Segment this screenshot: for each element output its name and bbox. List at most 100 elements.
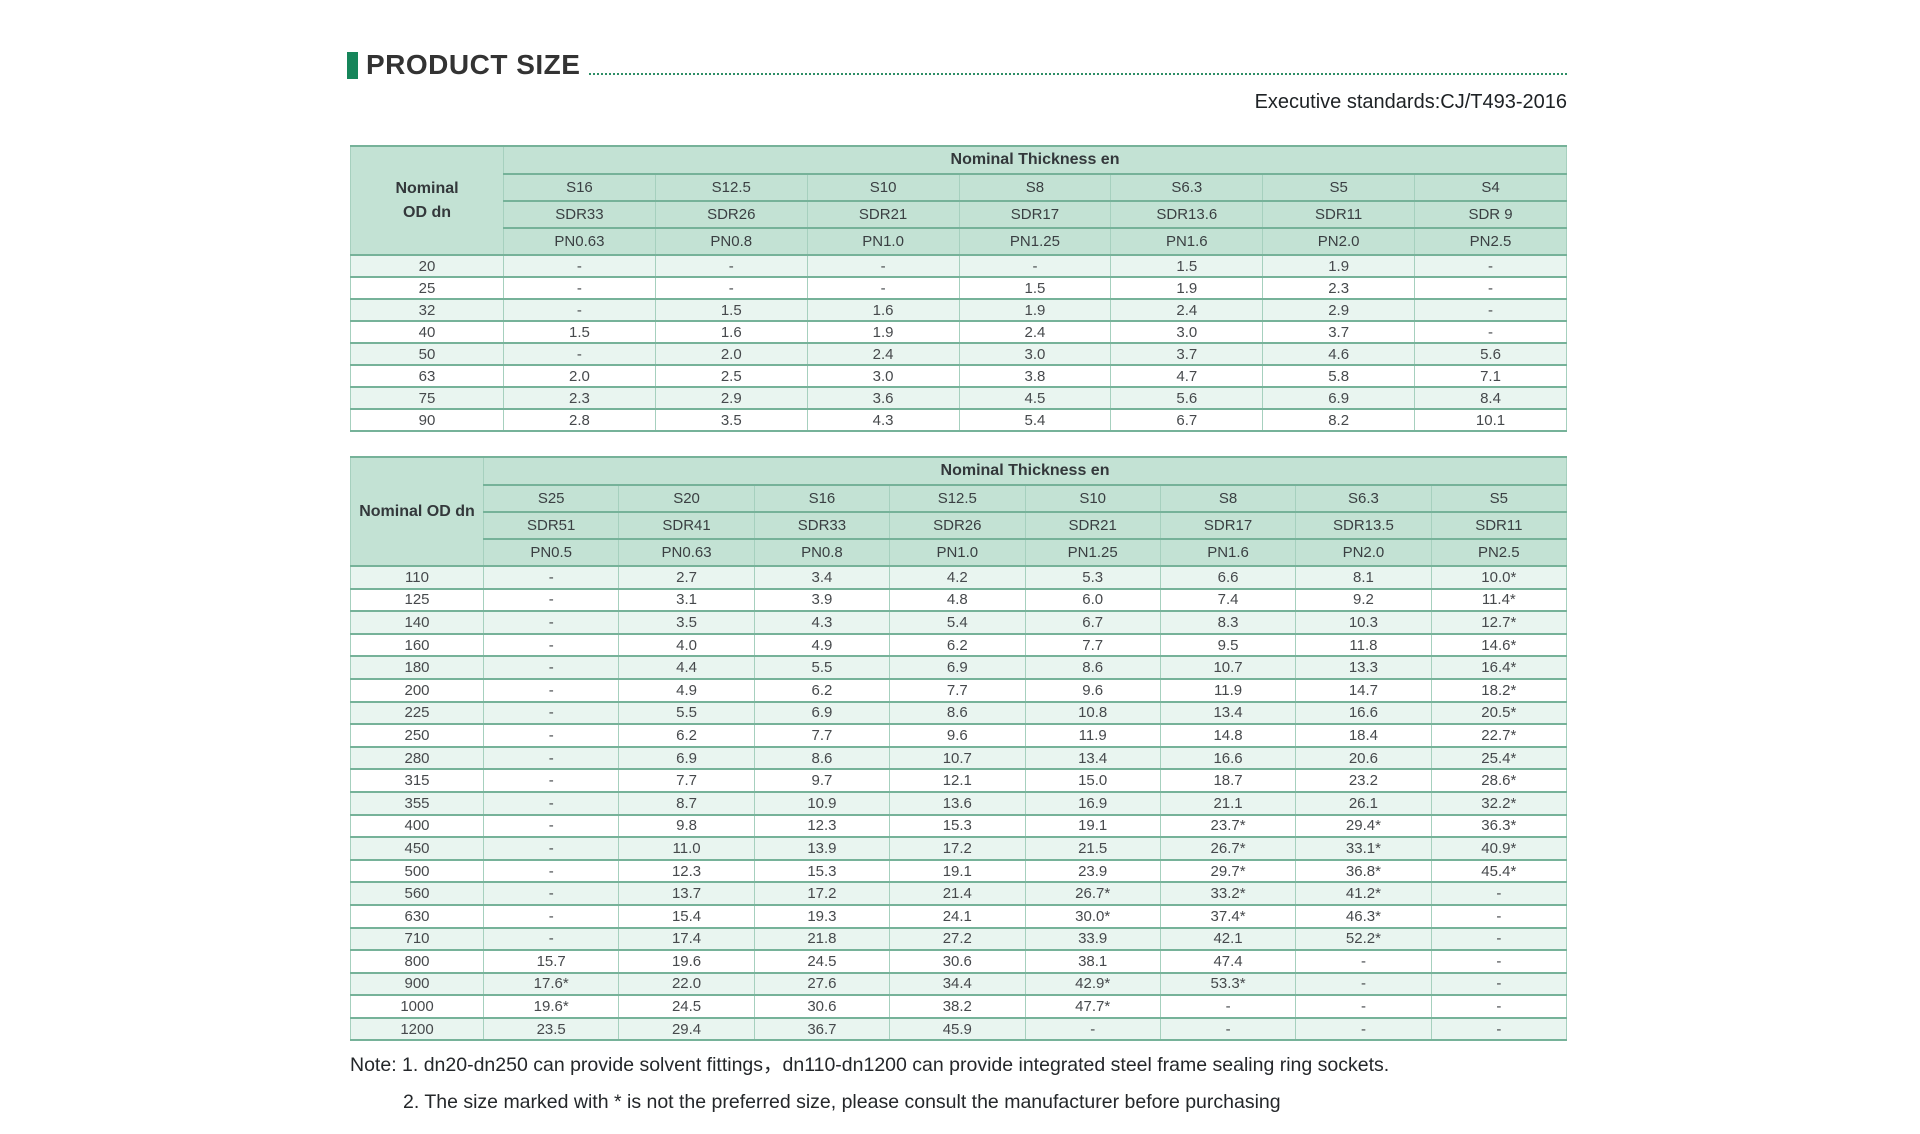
cell-value: 33.9 [1024, 926, 1161, 952]
col-header-pn: PN1.0 [806, 227, 960, 256]
cell-value: 24.1 [889, 903, 1026, 929]
cell-value: 2.3 [503, 386, 656, 410]
row-dn: 250 [350, 723, 484, 748]
table-row: 75 2.3 2.9 3.6 4.5 5.6 6.9 8.4 [350, 386, 1567, 410]
cell-value: - [806, 254, 960, 278]
table-row: 900 17.6* 22.0 27.6 34.4 42.9* 53.3* - - [350, 971, 1568, 997]
cell-value: - [482, 677, 620, 703]
notes: Note: 1. dn20-dn250 can provide solvent … [350, 1055, 1389, 1129]
cell-value: 3.8 [958, 364, 1112, 388]
cell-value: 52.2* [1295, 926, 1432, 952]
cell-value: - [503, 276, 656, 300]
cell-value: 23.9 [1024, 858, 1161, 884]
row-dn: 160 [350, 632, 484, 658]
row-dn: 1000 [350, 994, 484, 1019]
cell-value: 29.4* [1295, 813, 1432, 839]
cell-value: 6.2 [618, 723, 755, 748]
table-row: 90 2.8 3.5 4.3 5.4 6.7 8.2 10.1 [350, 408, 1567, 432]
cell-value: - [1414, 320, 1567, 344]
cell-value: 20.5* [1430, 700, 1568, 726]
cell-value: 36.7 [753, 1016, 891, 1042]
table-row: 110-2.7 3.4 4.2 5.3 6.6 8.1 10.0* [350, 565, 1568, 590]
cell-value: 4.3 [806, 408, 960, 432]
cell-value: 6.2 [753, 677, 891, 703]
cell-value: 45.9 [889, 1016, 1026, 1042]
cell-value: 7.7 [753, 723, 891, 748]
col-header-s: S16 [753, 484, 891, 513]
cell-value: 1.5 [1110, 254, 1264, 278]
cell-value: - [482, 813, 620, 839]
col-header-s: S20 [618, 484, 755, 513]
cell-value: - [1430, 903, 1568, 929]
cell-value: 4.9 [753, 632, 891, 658]
cell-value: - [1430, 949, 1568, 974]
cell-value: 24.5 [753, 949, 891, 974]
table-row: 1000 19.6* 24.5 30.6 38.2 47.7* - - - [350, 994, 1568, 1019]
cell-value: 3.0 [958, 342, 1112, 366]
col-header-sdr: SDR21 [1024, 511, 1161, 540]
row-dn: 90 [350, 408, 504, 432]
corner-label-line: Nominal [395, 180, 459, 198]
cell-value: 4.2 [889, 565, 1026, 590]
cell-value: 11.4* [1430, 587, 1568, 613]
col-header-s: S12.5 [654, 173, 808, 202]
cell-value: 5.4 [958, 408, 1112, 432]
cell-value: - [482, 768, 620, 793]
col-header-s: S10 [1024, 484, 1161, 513]
col-header-s: S5 [1262, 173, 1416, 202]
cell-value: 2.4 [806, 342, 960, 366]
cell-value: - [1295, 971, 1432, 997]
cell-value: 27.2 [889, 926, 1026, 952]
cell-value: - [958, 254, 1112, 278]
cell-value: 5.8 [1262, 364, 1416, 388]
cell-value: 14.8 [1159, 723, 1297, 748]
row-dn: 50 [350, 342, 504, 366]
cell-value: 8.6 [1024, 655, 1161, 680]
cell-value: 4.6 [1262, 342, 1416, 366]
table-row: 250-6.2 7.7 9.6 11.9 14.8 18.4 22.7* [350, 723, 1568, 748]
row-dn: 200 [350, 677, 484, 703]
cell-value: 6.9 [618, 745, 755, 771]
cell-value: 5.4 [889, 610, 1026, 635]
cell-value: 8.2 [1262, 408, 1416, 432]
cell-value: 38.2 [889, 994, 1026, 1019]
cell-value: 13.9 [753, 836, 891, 861]
table-row: 25- - -1.5 1.9 2.3- [350, 276, 1567, 300]
cell-value: 6.9 [889, 655, 1026, 680]
cell-value: 24.5 [618, 994, 755, 1019]
table-row: 1200 23.5 29.4 36.7 45.9- - - - [350, 1016, 1568, 1042]
col-header-s: S8 [958, 173, 1112, 202]
cell-value: 1.5 [958, 276, 1112, 300]
cell-value: 23.5 [482, 1016, 620, 1042]
cell-value: - [482, 723, 620, 748]
cell-value: 16.6 [1159, 745, 1297, 771]
cell-value: 3.1 [618, 587, 755, 613]
cell-value: 9.8 [618, 813, 755, 839]
cell-value: 11.8 [1295, 632, 1432, 658]
col-header-sdr: SDR17 [958, 200, 1112, 229]
cell-value: 33.2* [1159, 881, 1297, 906]
cell-value: 9.7 [753, 768, 891, 793]
cell-value: 13.7 [618, 881, 755, 906]
cell-value: 12.3 [753, 813, 891, 839]
page-title: PRODUCT SIZE [366, 49, 581, 80]
col-header-s: S12.5 [889, 484, 1026, 513]
cell-value: - [1295, 1016, 1432, 1042]
col-header-s: S8 [1159, 484, 1297, 513]
cell-value: 13.3 [1295, 655, 1432, 680]
table-row: 450-11.0 13.9 17.2 21.5 26.7* 33.1* 40.9* [350, 836, 1568, 861]
row-dn: 400 [350, 813, 484, 839]
cell-value: 12.3 [618, 858, 755, 884]
cell-value: 32.2* [1430, 790, 1568, 816]
col-header-sdr: SDR41 [618, 511, 755, 540]
col-header-sdr: SDR11 [1262, 200, 1416, 229]
col-header-s: S16 [503, 173, 656, 202]
cell-value: 40.9* [1430, 836, 1568, 861]
cell-value: 30.0* [1024, 903, 1161, 929]
col-header-s: S4 [1414, 173, 1567, 202]
cell-value: 19.6 [618, 949, 755, 974]
cell-value: 13.4 [1024, 745, 1161, 771]
cell-value: 7.7 [889, 677, 1026, 703]
col-header-sdr: SDR33 [753, 511, 891, 540]
row-dn: 25 [350, 276, 504, 300]
